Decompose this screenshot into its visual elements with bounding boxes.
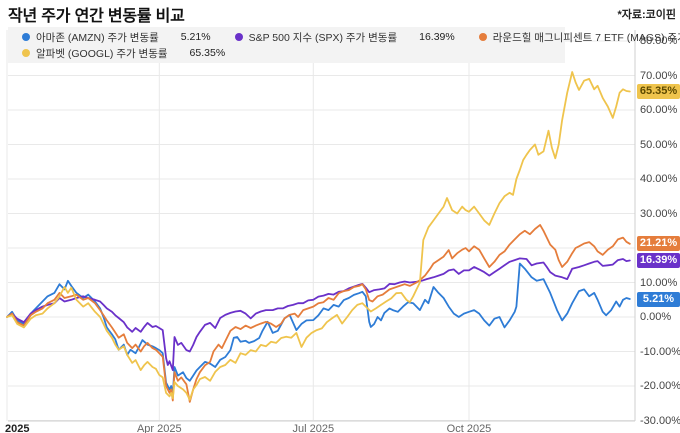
legend-label: 라운드힐 매그니피센트 7 ETF (MAGS) 주가 변동률 [492, 31, 680, 44]
end-value-badge: 16.39% [637, 252, 680, 268]
source-note: *자료:코이핀 [617, 9, 676, 21]
series-line-spx[interactable] [6, 257, 631, 372]
legend-row: 아마존 (AMZN) 주가 변동률 5.21% S&P 500 지수 (SPX) 주… [8, 29, 680, 45]
y-tick-label: 10.00% [640, 276, 678, 289]
series-line-googl[interactable] [6, 71, 631, 401]
end-value-badge: 65.35% [637, 84, 680, 100]
legend-label: 알파벳 (GOOGL) 주가 변동률 [36, 47, 168, 60]
legend-value: 65.35% [189, 47, 226, 59]
page-title: 작년 주가 연간 변동률 비교 [8, 8, 185, 25]
x-tick-label: Oct 2025 [446, 423, 492, 433]
legend-row: 알파벳 (GOOGL) 주가 변동률 65.35% [8, 45, 565, 61]
y-tick-label: 40.00% [640, 173, 678, 185]
legend-dot-icon [22, 33, 30, 41]
y-tick-label: -10.00% [640, 345, 680, 358]
legend-value: 5.21% [180, 31, 211, 43]
legend-dot-icon [234, 33, 243, 41]
x-tick-label: Jul 2025 [292, 423, 335, 433]
x-tick-label: Apr 2025 [136, 423, 182, 433]
legend-item[interactable]: 라운드힐 매그니피센트 7 ETF (MAGS) 주가 변동률21.21% [465, 29, 680, 45]
end-value-badge: 5.21% [637, 291, 680, 307]
y-tick-label: 50.00% [640, 138, 678, 151]
legend-label: S&P 500 지수 (SPX) 주가 변동률 [248, 31, 398, 44]
y-tick-label: -20.00% [640, 380, 680, 392]
legend-dot-icon [22, 49, 30, 57]
legend-value: 16.39% [419, 31, 455, 43]
x-tick-label: 2025 [5, 423, 30, 433]
legend-item[interactable]: S&P 500 지수 (SPX) 주가 변동률 16.39% [221, 29, 465, 45]
y-tick-label: 80.00% [640, 35, 678, 47]
y-tick-label: 70.00% [640, 69, 678, 82]
y-tick-label: 0.00% [640, 311, 672, 323]
y-tick-label: -30.00% [640, 414, 680, 427]
legend: 아마존 (AMZN) 주가 변동률 5.21% S&P 500 지수 (SPX) 주… [8, 27, 680, 63]
legend-item[interactable]: 알파벳 (GOOGL) 주가 변동률 65.35% [8, 45, 235, 61]
y-tick-label: 30.00% [640, 207, 678, 220]
series-line-mags[interactable] [6, 223, 631, 403]
y-tick-label: 60.00% [640, 104, 678, 116]
legend-label: 아마존 (AMZN) 주가 변동률 [36, 31, 159, 44]
legend-dot-icon [478, 33, 487, 41]
end-value-badge: 21.21% [637, 236, 680, 252]
legend-item[interactable]: 아마존 (AMZN) 주가 변동률 5.21% [8, 29, 221, 45]
